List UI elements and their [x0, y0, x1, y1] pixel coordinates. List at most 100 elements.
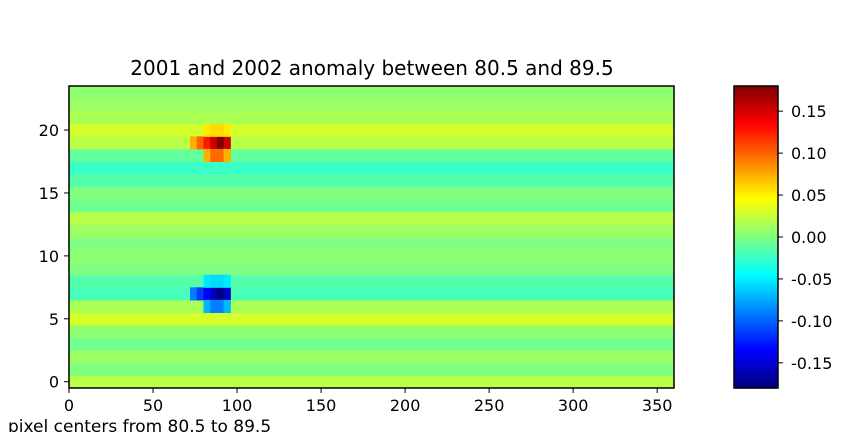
colorbar-segment	[734, 355, 778, 359]
colorbar-segment	[734, 315, 778, 319]
heatmap-cell	[216, 287, 225, 301]
heatmap-cell	[223, 274, 231, 288]
colorbar-segment	[734, 216, 778, 220]
colorbar-segment	[734, 287, 778, 291]
colorbar-segment	[734, 294, 778, 298]
heatmap-row	[69, 123, 674, 137]
colorbar-segment	[734, 330, 778, 334]
colorbar-tick-label: 0.00	[791, 228, 827, 247]
heatmap-row	[69, 98, 674, 112]
heatmap-cell	[190, 136, 198, 150]
colorbar-segment	[734, 204, 778, 208]
colorbar-segment	[734, 282, 778, 286]
heatmap-cell	[210, 123, 218, 137]
colorbar-segment	[734, 377, 778, 382]
colorbar-axis: 0.15 0.10 0.05 0.00 -0.05 -0.10 -0.15	[778, 102, 832, 373]
heatmap-row	[69, 249, 674, 263]
heatmap-row	[69, 136, 674, 150]
heatmap-row	[69, 375, 674, 389]
heatmap-cell	[203, 287, 211, 301]
colorbar-segment	[734, 209, 778, 213]
colorbar-segment	[734, 101, 778, 105]
colorbar-segment	[734, 299, 778, 304]
colorbar-segment	[734, 362, 778, 366]
heatmap-cell	[203, 299, 211, 313]
colorbar-segment	[734, 181, 778, 185]
colorbar-segment	[734, 242, 778, 246]
colorbar-segment	[734, 176, 778, 180]
colorbar-tick-label: -0.15	[791, 354, 832, 373]
x-tick-label: 200	[390, 396, 421, 415]
heatmap-row	[69, 161, 674, 175]
colorbar-tick-label: 0.10	[791, 144, 827, 163]
colorbar-segment	[734, 93, 778, 97]
colorbar-segment	[734, 214, 778, 218]
heatmap-row	[69, 86, 674, 100]
colorbar-segment	[734, 272, 778, 276]
colorbar-segment	[734, 211, 778, 215]
heatmap-cell	[216, 123, 225, 137]
colorbar-segment	[734, 380, 778, 384]
heatmap-row	[69, 287, 674, 301]
colorbar-segment	[734, 284, 778, 288]
colorbar-segment	[734, 289, 778, 293]
x-tick-label: 150	[306, 396, 337, 415]
y-tick-label: 5	[49, 310, 59, 329]
heatmap-cell	[203, 123, 211, 137]
heatmap-grid	[69, 86, 674, 389]
colorbar-segment	[734, 375, 778, 379]
heatmap-cell	[216, 136, 225, 150]
colorbar-segment	[734, 231, 778, 236]
colorbar-segment	[734, 279, 778, 283]
colorbar-segment	[734, 113, 778, 117]
colorbar-segment	[734, 317, 778, 321]
heatmap-row	[69, 325, 674, 339]
plot-frame	[68, 85, 675, 389]
colorbar-segment	[734, 340, 778, 344]
colorbar-tick-label: -0.05	[791, 270, 832, 289]
heatmap-row	[69, 299, 674, 313]
colorbar-segment	[734, 194, 778, 198]
colorbar-segment	[734, 267, 778, 271]
colorbar-segment	[734, 352, 778, 356]
heatmap-row	[69, 111, 674, 125]
colorbar-segment	[734, 118, 778, 122]
colorbar-segment	[734, 259, 778, 263]
heatmap-cell	[203, 136, 211, 150]
colorbar-segment	[734, 91, 778, 95]
colorbar-segment	[734, 360, 778, 364]
heatmap-cell	[223, 148, 231, 162]
colorbar-segment	[734, 239, 778, 243]
colorbar-segment	[734, 206, 778, 210]
colorbar-segment	[734, 277, 778, 281]
colorbar-segment	[734, 191, 778, 195]
heatmap-row	[69, 174, 674, 188]
heatmap-row	[69, 199, 674, 213]
colorbar-segment	[734, 249, 778, 253]
y-tick-label: 10	[39, 247, 59, 266]
heatmap-cell	[210, 274, 218, 288]
colorbar-segment	[734, 151, 778, 155]
colorbar-segment	[734, 357, 778, 361]
colorbar-segment	[734, 322, 778, 326]
colorbar-segment	[734, 126, 778, 130]
heatmap-cell	[216, 299, 225, 313]
colorbar-segment	[734, 307, 778, 311]
colorbar-segment	[734, 96, 778, 100]
colorbar-segment	[734, 247, 778, 251]
colorbar-segment	[734, 158, 778, 163]
colorbar-segment	[734, 146, 778, 150]
heatmap-cell	[223, 123, 231, 137]
heatmap-row	[69, 211, 674, 225]
heatmap-row	[69, 224, 674, 238]
colorbar-segment	[734, 367, 778, 371]
colorbar-segment	[734, 382, 778, 387]
heatmap-cell	[196, 136, 204, 150]
heatmap-cell	[196, 287, 204, 301]
colorbar-segment	[734, 297, 778, 301]
colorbar-segment	[734, 325, 778, 329]
colorbar-segment	[734, 345, 778, 349]
colorbar-segment	[734, 237, 778, 241]
heatmap-cell	[216, 148, 225, 162]
